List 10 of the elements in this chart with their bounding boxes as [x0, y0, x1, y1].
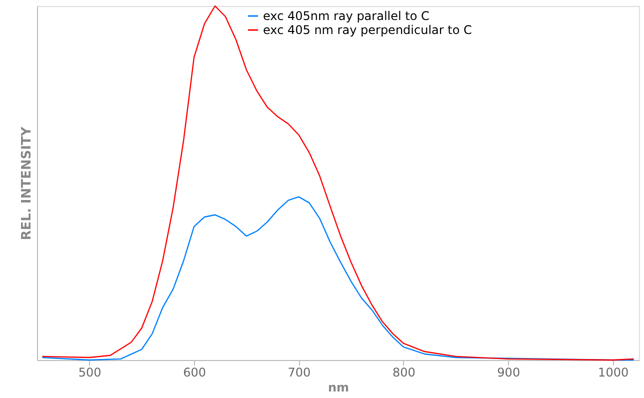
- legend-label: exc 405 nm ray perpendicular to C: [263, 23, 472, 37]
- y-axis-title: REL. INTENSITY: [20, 126, 34, 240]
- x-tick-label: 500: [78, 366, 102, 380]
- legend-label: exc 405nm ray parallel to C: [263, 9, 430, 23]
- x-tick-label: 900: [497, 366, 520, 380]
- x-axis-title: nm: [328, 380, 350, 394]
- x-tick-label: 700: [288, 366, 311, 380]
- x-tick-label: 1000: [598, 366, 629, 380]
- x-tick-label: 800: [392, 366, 416, 380]
- x-tick-label: 600: [183, 366, 206, 380]
